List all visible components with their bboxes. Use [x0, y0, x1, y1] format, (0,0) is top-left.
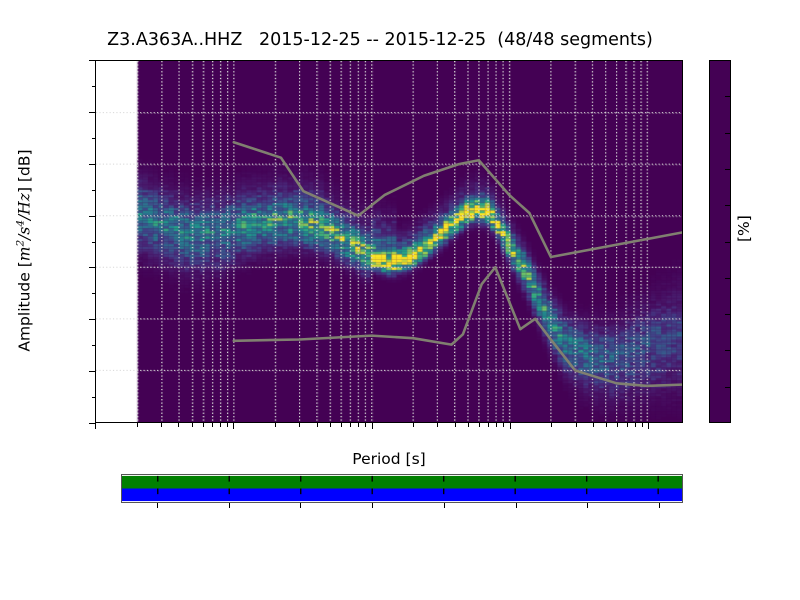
- x-tick-minor: [299, 423, 301, 427]
- data-coverage-green: [122, 475, 682, 489]
- y-tick-minor: [91, 345, 95, 347]
- colorbar-tick-mark: [725, 96, 731, 98]
- x-tick-minor: [219, 423, 221, 427]
- x-tick-minor: [575, 423, 577, 427]
- figure-title: Z3.A363A..HHZ 2015-12-25 -- 2015-12-25 (…: [107, 30, 653, 50]
- x-tick-minor: [488, 423, 490, 427]
- x-tick-mark: [371, 423, 373, 429]
- y-tick-minor: [91, 293, 95, 295]
- x-tick-minor: [350, 423, 352, 427]
- colorbar-tick-mark: [725, 168, 731, 170]
- x-tick-mark: [648, 423, 650, 429]
- x-tick-minor: [454, 423, 456, 427]
- x-tick-minor: [226, 423, 228, 427]
- timeline-tick-mark: [587, 503, 589, 508]
- timeline-bars: [122, 475, 682, 502]
- x-tick-minor: [191, 423, 193, 427]
- timeline-tick-label: [502, 511, 585, 559]
- x-tick-minor: [413, 423, 415, 427]
- x-tick-minor: [202, 423, 204, 427]
- new-high-noise-model: [232, 140, 682, 259]
- timeline-tick-label: [143, 511, 226, 559]
- x-tick-minor: [211, 423, 213, 427]
- colorbar-tick-mark: [725, 314, 731, 316]
- x-tick-minor: [340, 423, 342, 427]
- x-tick-minor: [496, 423, 498, 427]
- x-tick-minor: [641, 423, 643, 427]
- y-tick-minor: [91, 241, 95, 243]
- y-tick-mark: [89, 60, 95, 61]
- x-tick-minor: [479, 423, 481, 427]
- timeline-tick-mark: [515, 503, 517, 508]
- y-tick-minor: [91, 397, 95, 399]
- y-tick-minor: [91, 137, 95, 139]
- x-tick-minor: [274, 423, 276, 427]
- x-tick-minor: [503, 423, 505, 427]
- y-tick-mark: [89, 423, 95, 424]
- colorbar-tick-mark: [725, 241, 731, 243]
- timeline-tick-mark: [443, 503, 445, 508]
- x-tick-minor: [365, 423, 367, 427]
- colorbar-tick-mark: [725, 132, 731, 134]
- y-tick-mark: [89, 371, 95, 373]
- y-tick-mark: [89, 215, 95, 217]
- x-tick-minor: [316, 423, 318, 427]
- timeline-tick-mark: [659, 503, 661, 508]
- y-tick-mark: [89, 111, 95, 113]
- y-tick-minor: [91, 85, 95, 87]
- timeline-tick-label: [359, 511, 442, 559]
- data-coverage-timeline[interactable]: [121, 474, 683, 503]
- colorbar-unit-label: [%]: [735, 215, 753, 242]
- timeline-tick-label: [287, 511, 370, 559]
- colorbar-tick-mark: [725, 205, 731, 207]
- x-tick-mark: [95, 423, 96, 429]
- timeline-tick-mark: [228, 503, 230, 508]
- y-tick-mark: [89, 163, 95, 165]
- timeline-tick-label: [72, 511, 155, 559]
- noise-model-overlay: [232, 140, 682, 388]
- data-coverage-blue: [122, 488, 682, 502]
- x-tick-minor: [178, 423, 180, 427]
- x-tick-minor: [551, 423, 553, 427]
- colorbar-tick-mark: [725, 277, 731, 279]
- ppsd-histogram-heatmap: [96, 61, 682, 422]
- x-axis-label: Period [s]: [352, 450, 426, 468]
- timeline-tick-label: [574, 511, 657, 559]
- x-tick-minor: [160, 423, 162, 427]
- y-tick-mark: [89, 267, 95, 269]
- x-tick-minor: [617, 423, 619, 427]
- timeline-tick-mark: [156, 503, 158, 508]
- x-tick-mark: [233, 423, 235, 429]
- x-tick-minor: [634, 423, 636, 427]
- y-axis-label: Amplitude [m2/s4/Hz] [dB]: [14, 149, 34, 352]
- timeline-tick-mark: [300, 503, 302, 508]
- timeline-tick-label: [215, 511, 298, 559]
- colorbar-tick-mark: [725, 386, 731, 388]
- x-tick-minor: [468, 423, 470, 427]
- timeline-tick-mark: [372, 503, 374, 508]
- timeline-tick-label: [430, 511, 513, 559]
- y-tick-mark: [89, 319, 95, 321]
- x-tick-minor: [329, 423, 331, 427]
- x-tick-minor: [358, 423, 360, 427]
- ppsd-plot-area[interactable]: [95, 60, 683, 423]
- colorbar-tick-mark: [725, 350, 731, 352]
- x-tick-mark: [509, 423, 511, 429]
- colorbar-gradient: [710, 61, 730, 422]
- x-tick-minor: [437, 423, 439, 427]
- x-tick-minor: [626, 423, 628, 427]
- x-tick-minor: [606, 423, 608, 427]
- x-tick-minor: [136, 423, 138, 427]
- y-tick-minor: [91, 189, 95, 191]
- new-low-noise-model: [232, 265, 682, 388]
- x-tick-minor: [593, 423, 595, 427]
